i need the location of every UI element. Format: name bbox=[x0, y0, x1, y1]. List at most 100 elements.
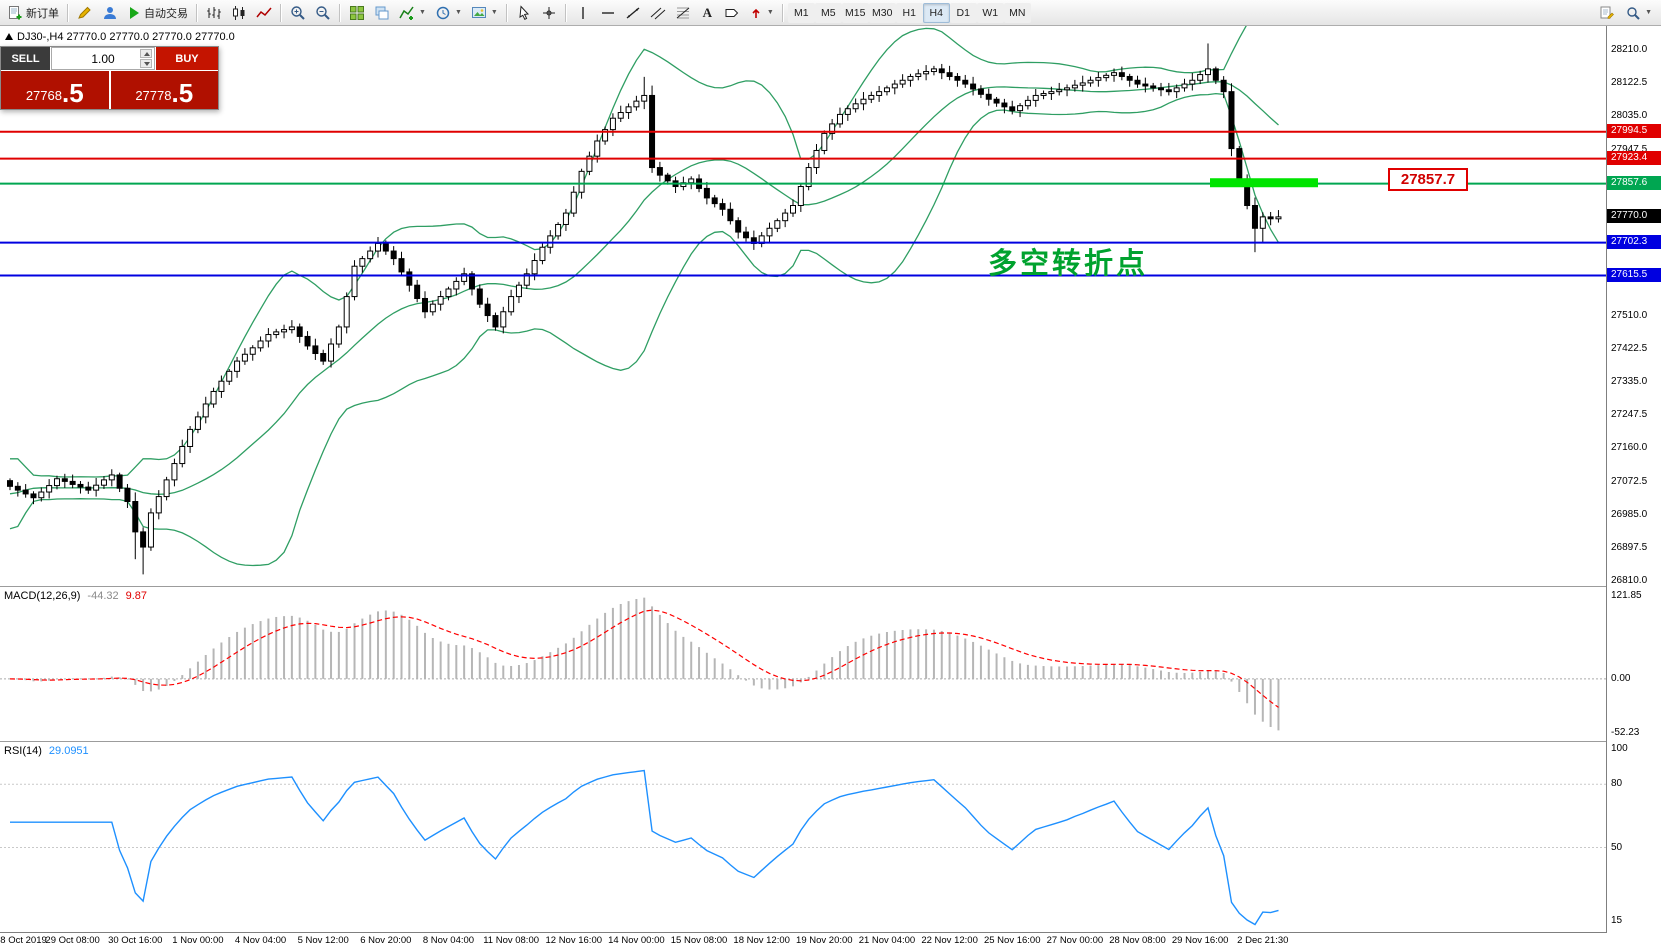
candle-body bbox=[390, 250, 397, 260]
timeframe-m30-button[interactable]: M30 bbox=[868, 2, 896, 23]
tile-windows-button[interactable] bbox=[345, 2, 369, 24]
volume-input[interactable]: 1.00 bbox=[51, 47, 155, 70]
pivot-annotation-text[interactable]: 多空转折点 bbox=[988, 248, 1149, 280]
candle-body bbox=[108, 474, 115, 481]
cascade-windows-button[interactable] bbox=[370, 2, 394, 24]
fibonacci-button[interactable] bbox=[671, 2, 695, 24]
toolbar: 新订单 自动交易 ▼ ▼ ▼ A ▼ M1 bbox=[0, 0, 1661, 26]
sell-price-button[interactable]: 27768.5 bbox=[1, 71, 109, 109]
crosshair-button[interactable] bbox=[537, 2, 561, 24]
community-button[interactable] bbox=[98, 2, 122, 24]
one-click-collapse-icon[interactable] bbox=[5, 33, 13, 40]
candle-body bbox=[7, 480, 13, 487]
timeframe-m15-button[interactable]: M15 bbox=[841, 2, 869, 23]
candlestick-chart-icon bbox=[231, 5, 247, 21]
timeframe-h4-button[interactable]: H4 bbox=[922, 2, 950, 23]
channel-icon bbox=[650, 5, 666, 21]
rsi-axis-tick: 15 bbox=[1611, 915, 1623, 927]
candle-body bbox=[343, 296, 350, 328]
candle-body bbox=[1017, 105, 1024, 112]
cursor-button[interactable] bbox=[512, 2, 536, 24]
zoom-in-button[interactable] bbox=[286, 2, 310, 24]
level-price-label: 27615.5 bbox=[1607, 267, 1661, 282]
text-button[interactable]: A bbox=[696, 2, 719, 24]
candlestick-chart-button[interactable] bbox=[227, 2, 251, 24]
candle-body bbox=[1001, 102, 1008, 108]
metaeditor-button[interactable] bbox=[73, 2, 97, 24]
candle-body bbox=[508, 296, 515, 313]
candle-body bbox=[210, 390, 217, 405]
candle-body bbox=[570, 191, 577, 214]
price-tick: 28035.0 bbox=[1611, 110, 1648, 122]
timeframe-d1-button[interactable]: D1 bbox=[949, 2, 977, 23]
pane-separator[interactable] bbox=[0, 741, 1661, 742]
dropdown-caret-icon: ▼ bbox=[1645, 9, 1652, 16]
trendline-button[interactable] bbox=[621, 2, 645, 24]
vertical-line-button[interactable] bbox=[571, 2, 595, 24]
price-tick: 27160.0 bbox=[1611, 442, 1648, 454]
tile-windows-icon bbox=[349, 5, 365, 21]
candle-body bbox=[523, 273, 530, 286]
line-chart-icon bbox=[256, 5, 272, 21]
label-button[interactable] bbox=[720, 2, 744, 24]
timeframe-m5-button[interactable]: M5 bbox=[814, 2, 842, 23]
horizontal-line-button[interactable] bbox=[596, 2, 620, 24]
new-order-button[interactable]: 新订单 bbox=[3, 2, 63, 24]
timeframe-m1-button[interactable]: M1 bbox=[787, 2, 815, 23]
candle-body bbox=[132, 501, 139, 533]
time-label: 5 Nov 12:00 bbox=[297, 935, 349, 946]
label-icon bbox=[724, 5, 740, 21]
edit-button[interactable] bbox=[1595, 2, 1619, 24]
autotrading-play-icon bbox=[127, 5, 141, 21]
periods-button[interactable]: ▼ bbox=[431, 2, 466, 24]
highlight-trend-bar[interactable] bbox=[1210, 178, 1318, 188]
rsi-axis-tick: 80 bbox=[1611, 778, 1623, 790]
autotrading-label: 自动交易 bbox=[144, 7, 188, 20]
macd-pane[interactable] bbox=[0, 587, 1606, 741]
timeframe-h1-button[interactable]: H1 bbox=[895, 2, 923, 23]
zoom-out-button[interactable] bbox=[311, 2, 335, 24]
candle-body bbox=[1204, 68, 1211, 76]
candle-body bbox=[414, 284, 421, 299]
main-chart-pane[interactable] bbox=[0, 26, 1606, 586]
rsi-line bbox=[10, 769, 1279, 926]
timeframe-w1-button[interactable]: W1 bbox=[976, 2, 1004, 23]
timeframe-mn-button[interactable]: MN bbox=[1003, 2, 1031, 23]
search-button[interactable]: ▼ bbox=[1621, 2, 1656, 24]
candle-body bbox=[437, 296, 444, 305]
time-label: 25 Nov 16:00 bbox=[983, 935, 1041, 946]
volume-up-icon[interactable] bbox=[140, 49, 152, 58]
pane-separator[interactable] bbox=[0, 586, 1661, 587]
price-tag-label[interactable]: 27857.7 bbox=[1388, 168, 1468, 191]
autotrading-button[interactable]: 自动交易 bbox=[123, 2, 192, 24]
sell-price-small: 27768 bbox=[25, 88, 62, 103]
candle-body bbox=[852, 103, 859, 110]
rsi-pane[interactable] bbox=[0, 742, 1606, 932]
candle-body bbox=[993, 98, 1000, 104]
line-chart-button[interactable] bbox=[252, 2, 276, 24]
candle-body bbox=[328, 343, 335, 362]
candle-body bbox=[1064, 87, 1071, 91]
vertical-line-icon bbox=[575, 5, 591, 21]
crosshair-icon bbox=[541, 5, 557, 21]
new-order-icon bbox=[7, 5, 23, 21]
indicators-button[interactable]: ▼ bbox=[395, 2, 430, 24]
arrows-button[interactable]: ▼ bbox=[745, 2, 778, 24]
candle-body bbox=[703, 187, 710, 199]
templates-button[interactable]: ▼ bbox=[467, 2, 502, 24]
channel-button[interactable] bbox=[646, 2, 670, 24]
volume-down-icon[interactable] bbox=[140, 59, 152, 68]
sell-button[interactable]: SELL bbox=[1, 47, 50, 70]
bar-chart-button[interactable] bbox=[202, 2, 226, 24]
level-price-label: 27857.6 bbox=[1607, 175, 1661, 190]
candle-body bbox=[1095, 77, 1102, 81]
periods-icon bbox=[435, 5, 451, 21]
buy-price-button[interactable]: 27778.5 bbox=[110, 71, 218, 109]
time-label: 28 Oct 2019 bbox=[0, 935, 47, 946]
metaeditor-icon bbox=[77, 5, 93, 21]
buy-button[interactable]: BUY bbox=[156, 47, 218, 70]
candle-body bbox=[743, 231, 750, 239]
volume-stepper[interactable] bbox=[140, 49, 152, 68]
rsi-axis-tick: 50 bbox=[1611, 841, 1623, 853]
